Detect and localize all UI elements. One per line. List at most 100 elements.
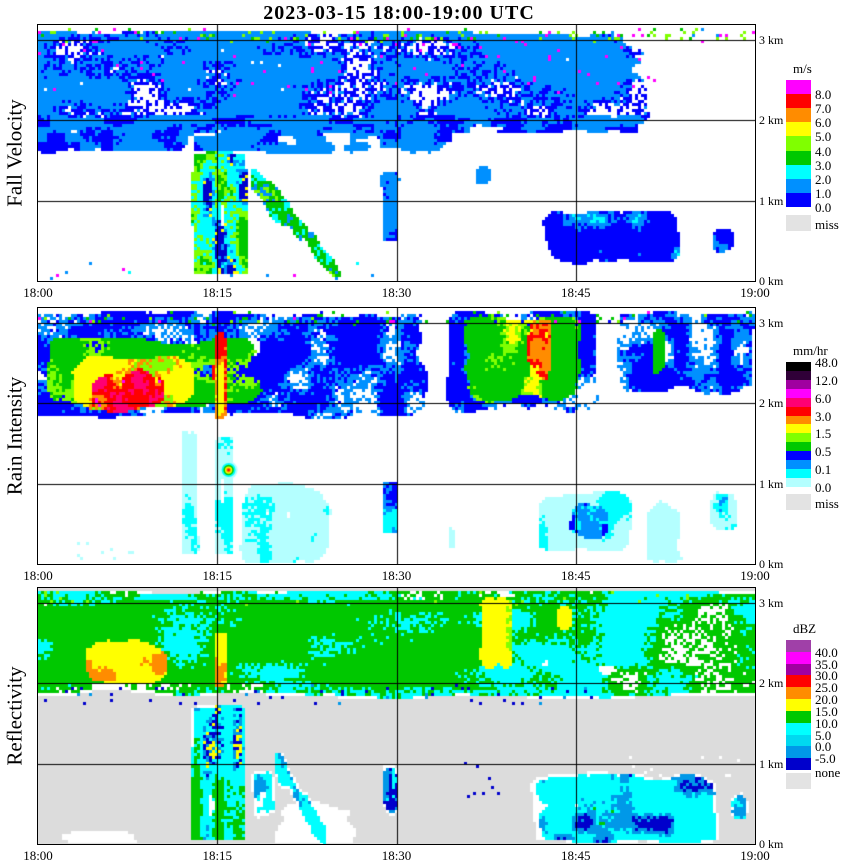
colorbar-missing-label: miss (815, 496, 839, 511)
x-tick-label: 18:15 (202, 848, 233, 863)
height-axis-label: 3 km (759, 316, 784, 331)
colorbar-unit-label: m/s (793, 61, 812, 76)
height-axis-label: 3 km (759, 596, 784, 611)
colorbar-scale (786, 640, 811, 770)
colorbar-tick-label: 7.0 (815, 101, 832, 117)
colorbar-band (786, 150, 811, 165)
colorbar-band (786, 164, 811, 179)
colorbar-tick-label: 4.0 (815, 143, 832, 159)
colorbar-band (786, 722, 811, 735)
colorbar-band (786, 477, 811, 487)
height-axis-label: 1 km (759, 193, 784, 208)
colorbar-tick-label: 0.0 (815, 200, 832, 215)
height-axis-label: 2 km (759, 113, 784, 128)
colorbar-band (786, 758, 811, 770)
plot-reflectivity (37, 587, 756, 845)
height-axis-label: 0 km (759, 837, 784, 851)
x-tick-label: 19:00 (740, 848, 770, 863)
x-tick-label: 18:30 (381, 568, 412, 583)
colorbar-band (786, 80, 811, 95)
colorbar-tick-label: 0.1 (815, 462, 832, 478)
colorbar-tick-label: 10.0 (815, 715, 838, 731)
colorbar-tick-label: 0.0 (815, 480, 832, 495)
x-tick-label: 18:00 (23, 848, 53, 863)
colorbar-band (786, 699, 811, 711)
colorbar-band (786, 675, 811, 688)
colorbar-tick-label: 48.0 (815, 355, 838, 370)
colorbar-band (786, 192, 811, 207)
plot-rain-intensity (37, 307, 756, 565)
colorbar-tick-label: 40.0 (815, 644, 838, 660)
colorbar-band (786, 460, 811, 470)
heatmap-rain-intensity (38, 308, 755, 564)
colorbar-band (786, 379, 811, 389)
colorbar-tick-label: 8.0 (815, 87, 832, 103)
colorbar-band (786, 442, 811, 452)
x-tick-label: 19:00 (740, 285, 770, 300)
colorbar-band (786, 406, 811, 416)
heatmap-reflectivity (38, 588, 755, 844)
heatmap-fall-velocity (38, 25, 755, 281)
colorbar-band (786, 136, 811, 151)
colorbar-tick-label: 12.0 (815, 372, 838, 388)
colorbar-tick-label: 2.0 (815, 171, 832, 187)
x-tick-label: 18:00 (23, 285, 53, 300)
colorbar-band (786, 94, 811, 109)
colorbar-tick-label: 30.0 (815, 668, 838, 684)
colorbar-band (786, 424, 811, 434)
x-tick-label: 19:00 (740, 568, 770, 583)
height-axis-label: 1 km (759, 476, 784, 491)
colorbar-band (786, 397, 811, 407)
colorbar-tick-label: 25.0 (815, 680, 838, 696)
x-tick-label: 18:45 (560, 568, 591, 583)
colorbar-missing-band (786, 773, 811, 789)
colorbar-band (786, 415, 811, 425)
plot-fall-velocity (37, 24, 756, 282)
colorbar-tick-label: 0.0 (815, 739, 832, 755)
colorbar-unit-label: mm/hr (793, 343, 828, 358)
colorbar-tick-label: -5.0 (815, 751, 836, 767)
colorbar-band (786, 663, 811, 676)
colorbar-missing-label: miss (815, 217, 839, 232)
colorbar-band (786, 734, 811, 747)
x-tick-label: 18:00 (23, 568, 53, 583)
colorbar-band (786, 640, 811, 652)
colorbar-tick-label: 1.0 (815, 185, 832, 201)
colorbar-tick-label: 3.0 (815, 408, 832, 424)
colorbar-tick-label: 5.0 (815, 129, 832, 145)
colorbar-tick-label: 6.0 (815, 390, 832, 406)
colorbar-unit-label: dBZ (793, 621, 817, 636)
colorbar-band (786, 388, 811, 398)
colorbar-tick-label: 0.5 (815, 444, 832, 460)
x-tick-label: 18:15 (202, 568, 233, 583)
colorbar-band (786, 687, 811, 700)
height-axis-label: 0 km (759, 274, 784, 288)
colorbar-band (786, 710, 811, 723)
x-tick-label: 18:45 (560, 285, 591, 300)
colorbar-tick-label: 35.0 (815, 656, 838, 672)
x-tick-label: 18:45 (560, 848, 591, 863)
colorbar-band (786, 362, 811, 371)
colorbar-tick-label: 6.0 (815, 115, 832, 131)
colorbar-scale (786, 80, 811, 207)
ylabel-reflectivity: Reflectivity (2, 666, 27, 766)
page-title: 2023-03-15 18:00-19:00 UTC (263, 2, 535, 24)
ylabel-fall-velocity: Fall Velocity (2, 99, 27, 207)
height-axis-label: 2 km (759, 396, 784, 411)
colorbar-tick-label: 5.0 (815, 727, 832, 743)
colorbar-scale (786, 362, 811, 487)
colorbar-band (786, 122, 811, 137)
height-axis-label: 1 km (759, 756, 784, 771)
colorbar-band (786, 433, 811, 443)
height-axis-label: 2 km (759, 676, 784, 691)
colorbar-band (786, 451, 811, 461)
colorbar-missing-band (786, 215, 811, 231)
colorbar-band (786, 108, 811, 123)
colorbar-missing-band (786, 494, 811, 510)
colorbar-missing-label: none (815, 765, 841, 780)
ylabel-rain-intensity: Rain Intensity (2, 376, 27, 496)
colorbar-band (786, 746, 811, 759)
colorbar-band (786, 178, 811, 193)
height-axis-label: 3 km (759, 33, 784, 48)
